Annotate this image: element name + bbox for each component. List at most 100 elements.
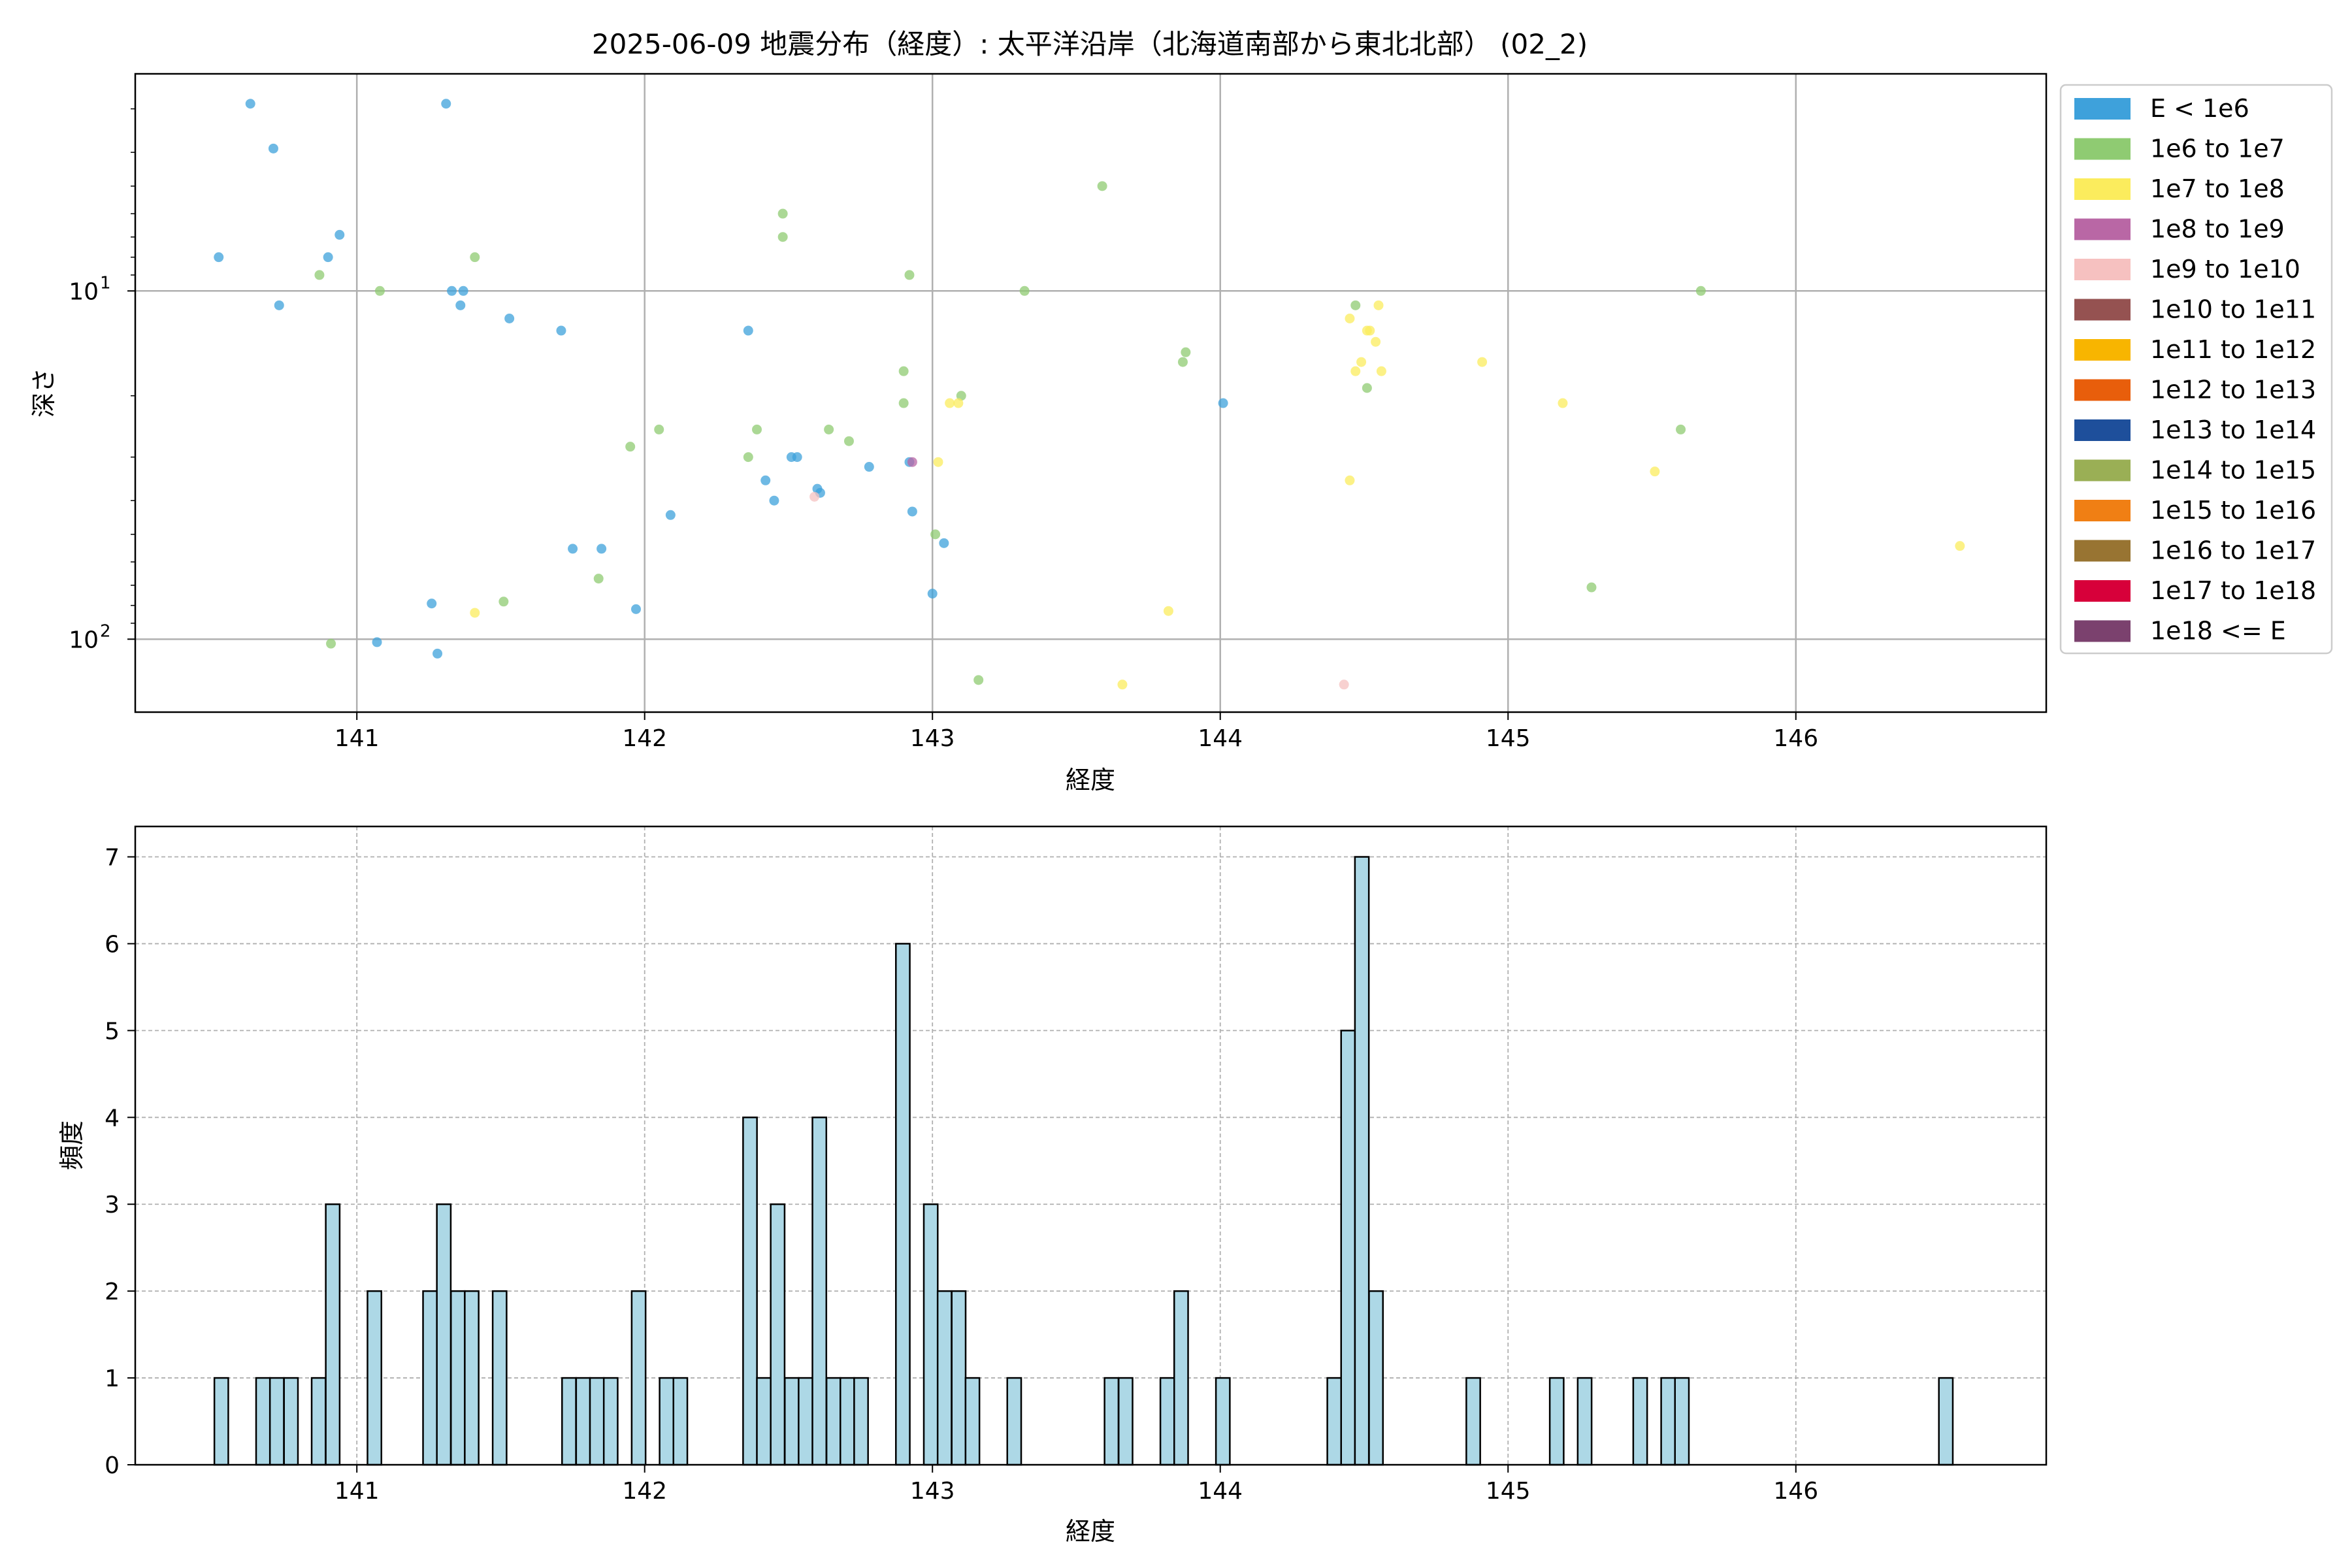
histogram-bar — [1548, 1377, 1565, 1466]
histogram-x-tick-label: 141 — [335, 1478, 380, 1505]
scatter-point — [864, 462, 874, 472]
histogram-x-tick-label: 146 — [1773, 1478, 1818, 1505]
scatter-point — [326, 638, 336, 649]
histogram-bar — [840, 1377, 855, 1466]
scatter-point — [1097, 181, 1107, 191]
scatter-point — [1345, 314, 1355, 324]
scatter-axes-frame — [134, 73, 2048, 713]
scatter-series — [470, 300, 1965, 690]
scatter-point — [1218, 398, 1228, 408]
legend-swatch — [2074, 218, 2131, 240]
histogram-bar — [310, 1377, 327, 1466]
scatter-point — [760, 475, 771, 485]
scatter-points — [214, 99, 1965, 690]
histogram-bar — [742, 1117, 758, 1466]
scatter-point — [843, 436, 854, 446]
scatter-point — [433, 648, 443, 659]
histogram-bar — [923, 1203, 939, 1466]
legend-label: 1e6 to 1e7 — [2150, 135, 2285, 163]
legend-label: 1e7 to 1e8 — [2150, 174, 2285, 203]
histogram-bar — [770, 1203, 786, 1466]
scatter-point — [1376, 366, 1386, 376]
scatter-point — [824, 424, 834, 434]
scatter-point — [1177, 357, 1188, 367]
histogram-y-tick-label: 4 — [105, 1105, 120, 1132]
scatter-point — [1586, 582, 1597, 593]
histogram-y-tick-label: 1 — [105, 1365, 120, 1392]
scatter-point — [1019, 286, 1030, 296]
histogram-y-tick-label: 0 — [105, 1452, 120, 1479]
scatter-point — [1955, 541, 1965, 551]
histogram-axes-frame — [134, 825, 2048, 1466]
legend-swatch — [2074, 98, 2131, 120]
scatter-point — [930, 529, 941, 540]
scatter-point — [933, 457, 943, 467]
histogram-bar — [798, 1377, 813, 1466]
scatter-y-tick-label: 10 — [69, 278, 99, 305]
histogram-bar — [561, 1377, 577, 1466]
scatter-point — [314, 270, 325, 280]
legend-label: E < 1e6 — [2150, 94, 2249, 123]
legend-label: 1e15 to 1e16 — [2150, 496, 2316, 525]
histogram-bar — [491, 1290, 508, 1466]
histogram-ticks: 141 142 143 144 145 146 0 1 2 3 4 5 6 7 — [105, 845, 1818, 1505]
histogram-bar — [283, 1377, 299, 1466]
histogram-gridlines — [135, 826, 2046, 1465]
histogram-bar — [659, 1377, 675, 1466]
scatter-point — [898, 366, 909, 376]
histogram-y-tick-label: 2 — [105, 1279, 120, 1305]
scatter-point — [1339, 679, 1349, 690]
legend-label: 1e18 <= E — [2150, 617, 2286, 645]
histogram-x-tick-label: 144 — [1198, 1478, 1243, 1505]
legend-label: 1e9 to 1e10 — [2150, 255, 2300, 284]
scatter-series — [314, 181, 1706, 685]
scatter-point — [447, 286, 457, 296]
scatter-x-tick-label: 143 — [910, 725, 955, 752]
scatter-point — [1676, 424, 1686, 434]
histogram-bar — [449, 1290, 466, 1466]
scatter-series — [214, 99, 1228, 659]
scatter-point — [1163, 606, 1173, 616]
scatter-point — [268, 143, 278, 154]
histogram-bar — [895, 943, 911, 1466]
histogram-y-tick-label: 7 — [105, 845, 120, 872]
histogram-bar — [783, 1377, 800, 1466]
scatter-point — [1365, 325, 1375, 336]
scatter-point — [1356, 357, 1367, 367]
histogram-y-axis-label: 頻度 — [57, 1120, 86, 1170]
legend-swatch — [2074, 178, 2131, 200]
legend-entries: E < 1e6 1e6 to 1e7 1e7 to 1e8 1e8 to 1e9 1e9… — [2074, 94, 2316, 645]
scatter-point — [630, 604, 641, 614]
scatter-point — [665, 510, 676, 520]
scatter-point — [470, 252, 480, 263]
histogram-plot-area — [135, 826, 2046, 1465]
histogram-bar — [269, 1377, 285, 1466]
scatter-plot-area — [135, 74, 2046, 712]
legend-swatch — [2074, 419, 2131, 441]
histogram-bar — [1632, 1377, 1648, 1466]
scatter-point — [1350, 300, 1361, 310]
legend-swatch — [2074, 138, 2131, 160]
histogram-y-tick-label: 5 — [105, 1018, 120, 1045]
histogram-x-axis-label: 経度 — [1066, 1517, 1115, 1546]
histogram-x-tick-label: 143 — [910, 1478, 955, 1505]
histogram-bar — [811, 1117, 828, 1466]
histogram-bar — [464, 1290, 480, 1466]
scatter-point — [1477, 357, 1488, 367]
histogram-bar — [575, 1377, 591, 1466]
histogram-panel: 141 142 143 144 145 146 0 1 2 3 4 5 6 7 経度 頻度 — [57, 825, 2048, 1546]
scatter-x-tick-label: 141 — [335, 725, 380, 752]
histogram-bar — [630, 1290, 647, 1466]
legend-swatch — [2074, 379, 2131, 401]
scatter-point — [374, 286, 385, 296]
scatter-point — [907, 457, 917, 467]
legend-swatch — [2074, 459, 2131, 482]
scatter-point — [777, 232, 788, 242]
legend-label: 1e8 to 1e9 — [2150, 215, 2285, 244]
legend-label: 1e16 to 1e17 — [2150, 536, 2316, 565]
scatter-point — [1117, 679, 1128, 690]
legend-swatch — [2074, 540, 2131, 562]
histogram-bar — [1674, 1377, 1690, 1466]
histogram-bar — [422, 1290, 438, 1466]
